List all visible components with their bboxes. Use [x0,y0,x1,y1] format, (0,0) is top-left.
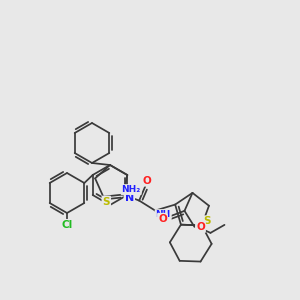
Text: S: S [203,216,211,226]
Text: Cl: Cl [61,220,73,230]
Text: S: S [103,197,110,207]
Text: N: N [125,193,134,203]
Text: NH₂: NH₂ [122,185,141,194]
Text: O: O [158,214,167,224]
Text: NH: NH [155,210,171,219]
Text: O: O [143,176,152,186]
Text: O: O [196,222,205,232]
